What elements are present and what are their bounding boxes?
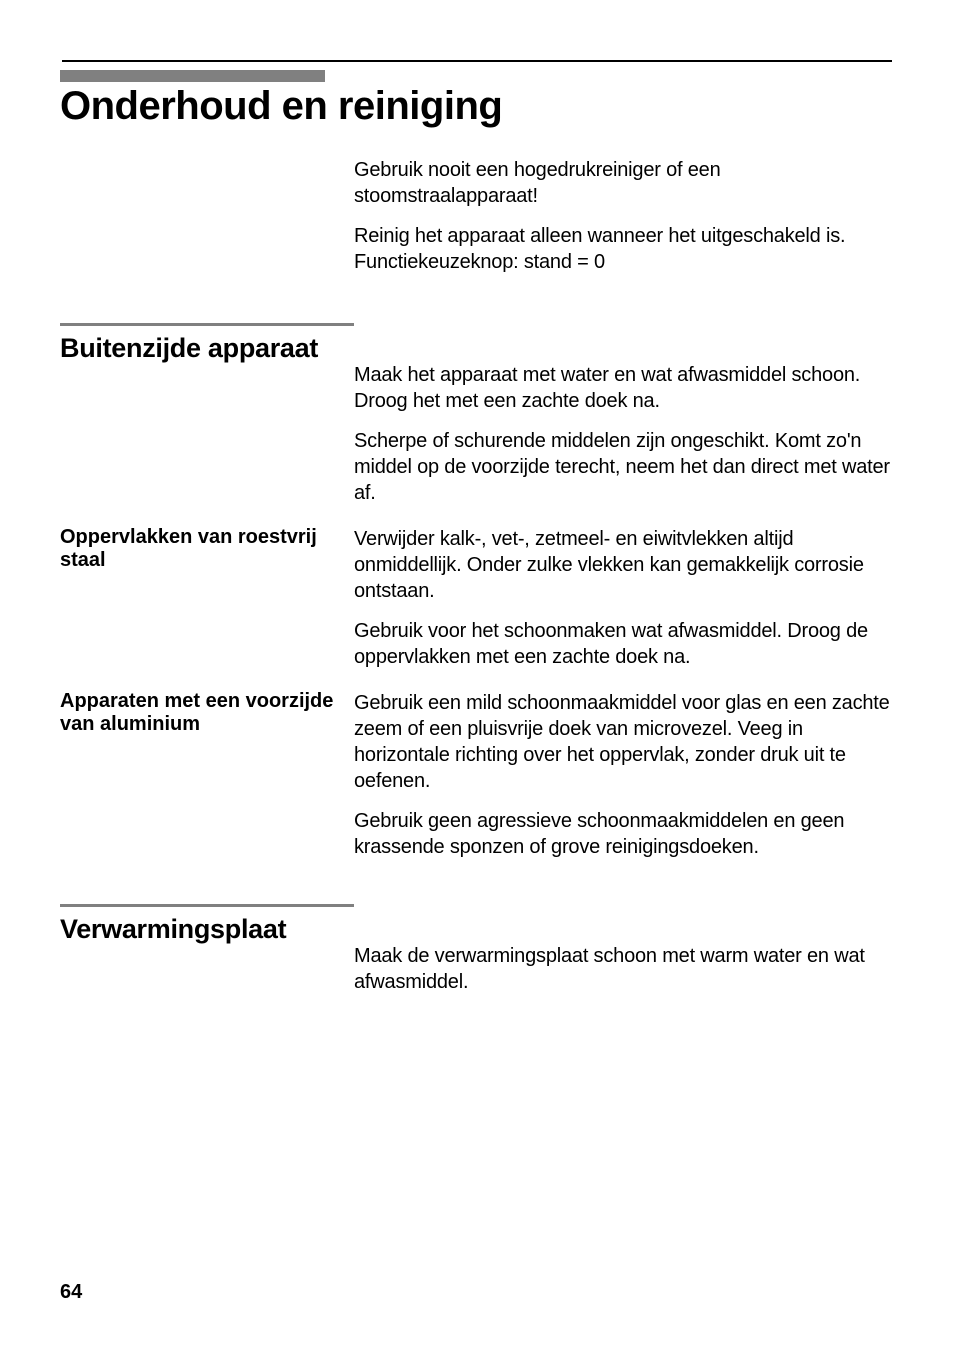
subsection-heading: Apparaten met een voorzijde van aluminiu… [60,690,342,736]
top-horizontal-rule [62,60,892,62]
section-heading: Buitenzijde apparaat [60,332,342,364]
body-paragraph: Maak het apparaat met water en wat afwas… [354,362,894,414]
subsection: Oppervlakken van roestvrij staal Verwijd… [60,526,894,670]
section-rule [60,323,354,326]
body-paragraph: Gebruik geen agressieve schoonmaakmiddel… [354,808,894,860]
intro-paragraph: Functiekeuzeknop: stand = 0 [354,249,894,275]
intro-block: Gebruik nooit een hogedrukreiniger of ee… [60,157,894,275]
body-paragraph: Gebruik een mild schoonmaakmiddel voor g… [354,690,894,794]
page-container: Onderhoud en reiniging Gebruik nooit een… [0,0,954,1055]
body-paragraph: Maak de verwarmingsplaat schoon met warm… [354,943,894,995]
subsection: Apparaten met een voorzijde van aluminiu… [60,690,894,860]
title-section-marker [60,70,325,82]
body-paragraph: Gebruik voor het schoonmaken wat afwasmi… [354,618,894,670]
page-number: 64 [60,1281,82,1304]
body-paragraph: Scherpe of schurende middelen zijn onges… [354,428,894,506]
page-title: Onderhoud en reiniging [60,84,894,129]
intro-paragraph: Gebruik nooit een hogedrukreiniger of ee… [354,157,894,209]
section-rule [60,904,354,907]
body-paragraph: Verwijder kalk-, vet-, zetmeel- en eiwit… [354,526,894,604]
subsection-heading: Oppervlakken van roestvrij staal [60,526,342,572]
section-heading: Verwarmingsplaat [60,913,342,945]
section: Buitenzijde apparaat Maak het apparaat m… [60,323,894,506]
section: Verwarmingsplaat Maak de verwarmingsplaa… [60,904,894,995]
intro-paragraph: Reinig het apparaat alleen wanneer het u… [354,223,894,249]
